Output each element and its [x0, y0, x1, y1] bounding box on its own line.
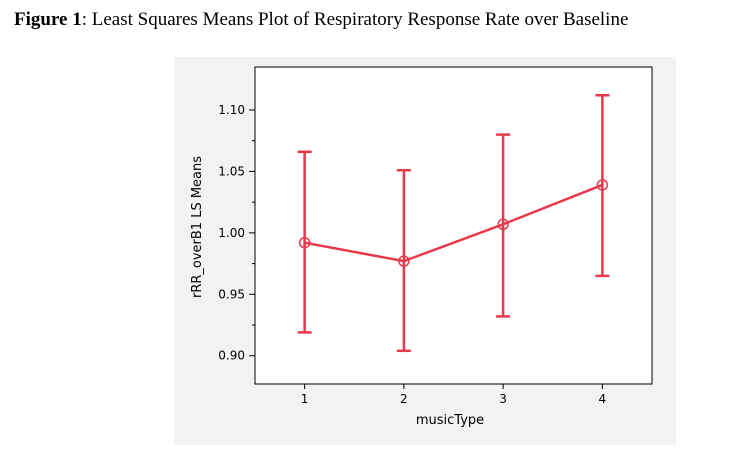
figure-label: Figure 1 [14, 9, 82, 30]
caption-separator: : [81, 9, 92, 30]
x-tick-label: 1 [301, 392, 309, 406]
means-line [304, 183, 603, 263]
mean-point [497, 218, 509, 231]
y-axis: 0.90 0.95 1.00 1.05 1.10 [218, 103, 255, 363]
x-tick-label: 2 [400, 392, 408, 406]
chart-marks [297, 94, 610, 353]
x-axis-title: musicType [416, 413, 484, 428]
y-axis-title: rRR_overB1 LS Means [190, 156, 205, 298]
y-tick-label: 1.05 [218, 164, 245, 178]
plot-frame [254, 66, 653, 385]
x-tick-label: 3 [499, 392, 507, 406]
y-tick-label: 1.00 [218, 226, 245, 240]
figure-caption: Figure 1: Least Squares Means Plot of Re… [14, 9, 628, 31]
mean-point [596, 179, 609, 191]
y-tick-label: 1.10 [218, 103, 245, 117]
figure-title: Least Squares Means Plot of Respiratory … [91, 9, 629, 30]
mean-point [398, 255, 410, 267]
y-tick-label: 0.90 [218, 349, 245, 363]
x-tick-label: 4 [599, 392, 607, 406]
y-tick-label: 0.95 [218, 287, 245, 301]
x-axis: 1 2 3 4 [301, 384, 606, 406]
mean-point [298, 236, 311, 249]
